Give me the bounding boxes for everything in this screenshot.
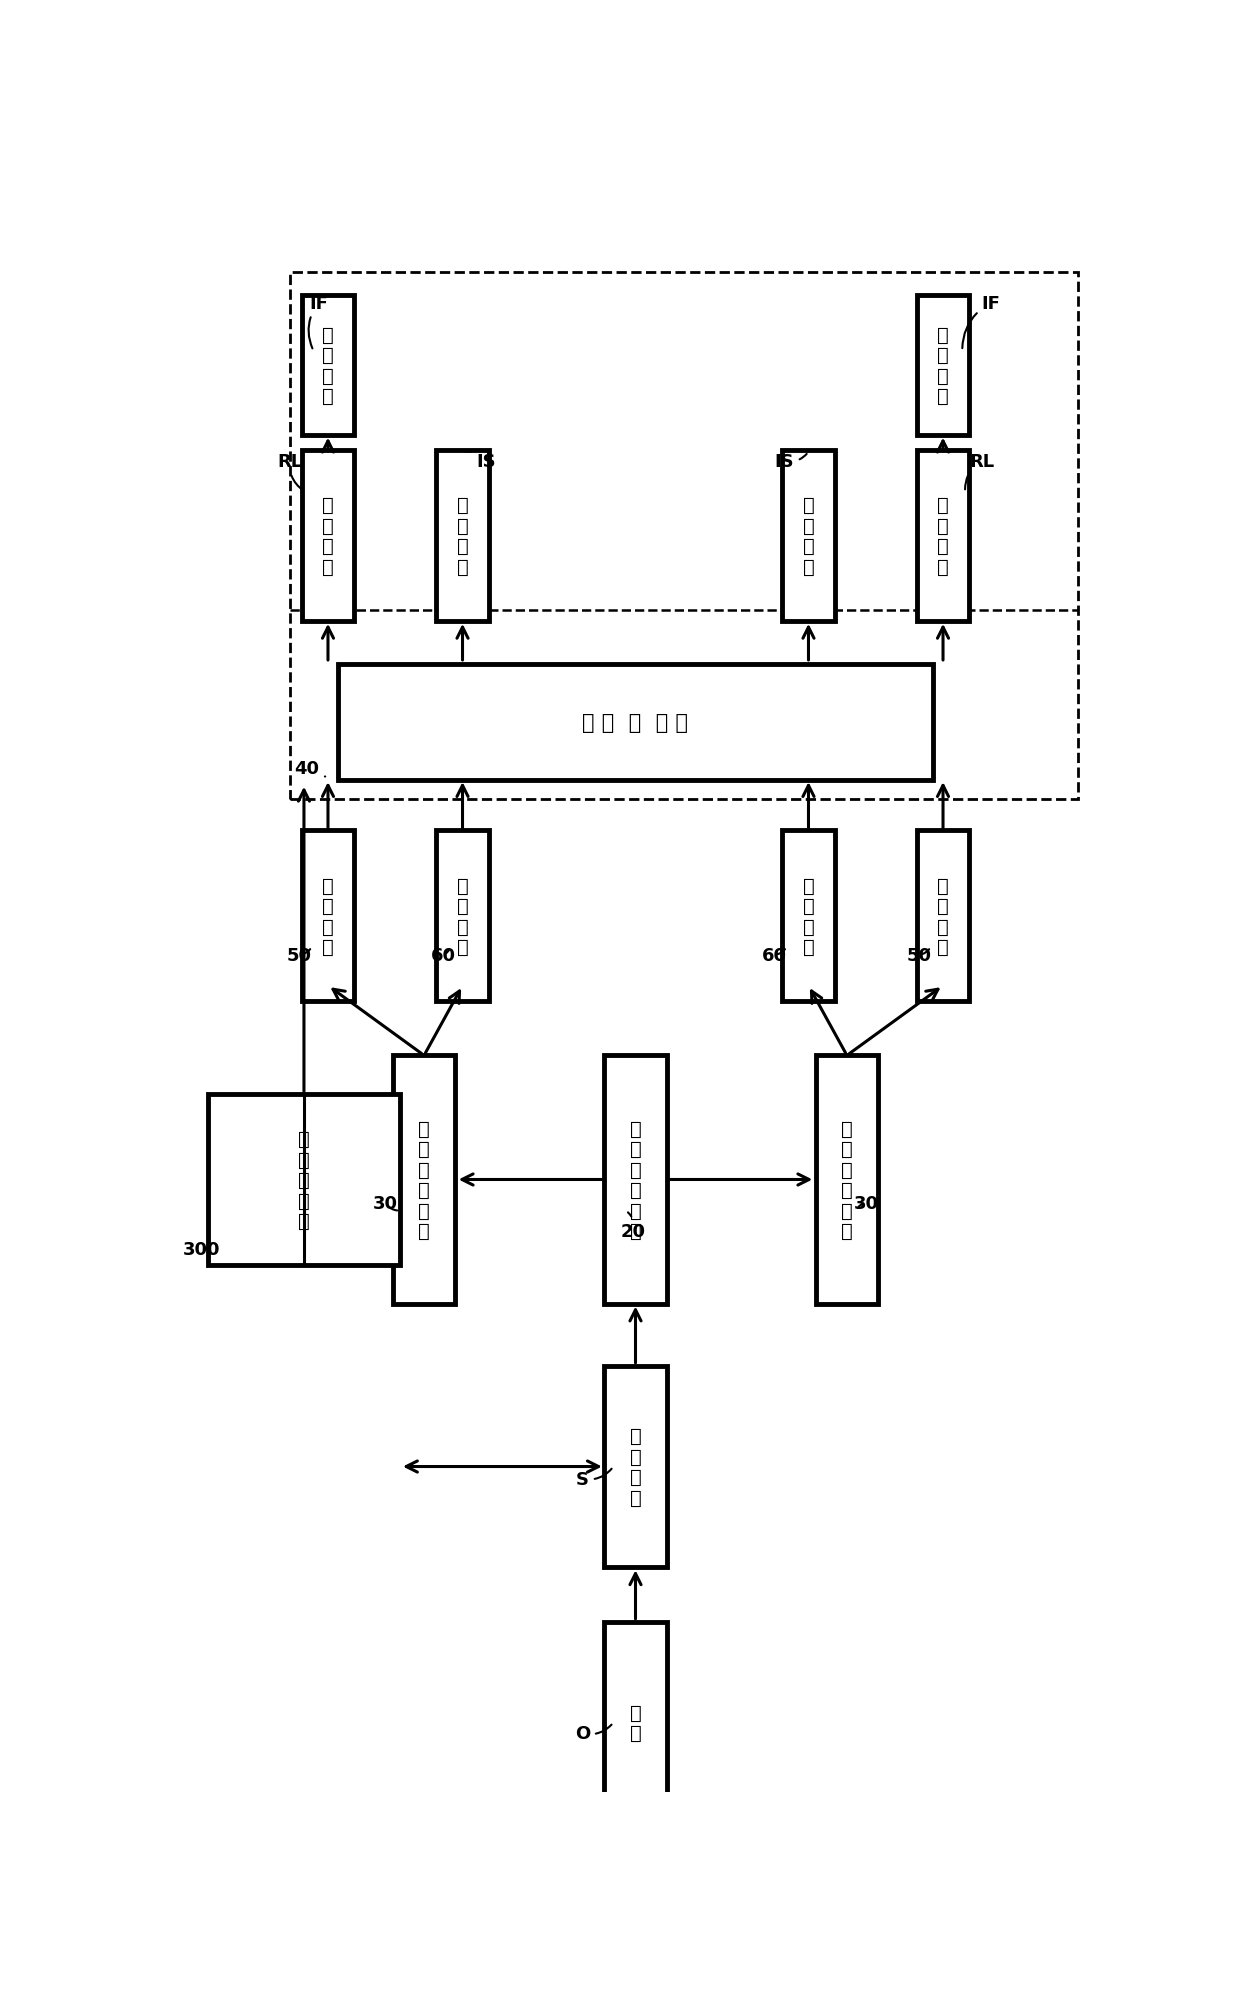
Bar (436, 451, 489, 622)
Text: 分
幅
装
置: 分 幅 装 置 (322, 876, 334, 957)
Text: 中
继
透
镜: 中 继 透 镜 (322, 495, 334, 576)
Bar (604, 1365, 667, 1567)
Text: 30: 30 (853, 1194, 879, 1212)
Text: IS: IS (775, 453, 807, 471)
Text: IF: IF (962, 294, 1001, 348)
Text: 300: 300 (182, 1241, 219, 1259)
Bar (290, 272, 1078, 800)
Bar (604, 1055, 667, 1303)
Bar (393, 1055, 455, 1303)
Text: 分
幅
像
面: 分 幅 像 面 (937, 326, 949, 407)
Text: S: S (577, 1468, 611, 1488)
Text: 50: 50 (286, 947, 311, 965)
Bar (301, 296, 355, 435)
Text: 60: 60 (430, 947, 456, 965)
Text: 分
幅
装
置: 分 幅 装 置 (937, 876, 949, 957)
Bar (337, 665, 934, 781)
Bar (301, 832, 355, 1001)
Text: 中
继
透
镜: 中 继 透 镜 (937, 495, 949, 576)
Text: 扫
描
像
面: 扫 描 像 面 (802, 495, 815, 576)
Text: 转 镜  和  棱 镜: 转 镜 和 棱 镜 (583, 713, 688, 733)
Bar (436, 832, 489, 1001)
Text: 二
次
分
光
装
置: 二 次 分 光 装 置 (841, 1120, 853, 1241)
Text: 快
门
组
合: 快 门 组 合 (630, 1426, 641, 1506)
Bar (816, 1055, 878, 1303)
Bar (604, 1621, 667, 1823)
Text: 分
幅
像
面: 分 幅 像 面 (322, 326, 334, 407)
Text: O: O (575, 1724, 611, 1742)
Text: 扫
描
像
面: 扫 描 像 面 (456, 495, 469, 576)
Bar (916, 451, 970, 622)
Text: RL: RL (965, 453, 994, 489)
Text: 50: 50 (906, 947, 931, 965)
Text: 电
控
制
系
统: 电 控 制 系 统 (298, 1130, 310, 1231)
Bar (208, 1094, 401, 1265)
Bar (782, 832, 835, 1001)
Text: RL: RL (277, 453, 304, 491)
Bar (301, 451, 355, 622)
Text: IF: IF (309, 294, 327, 348)
Text: 扫
描
装
置: 扫 描 装 置 (802, 876, 815, 957)
Bar (782, 451, 835, 622)
Bar (916, 296, 970, 435)
Text: 二
次
分
光
装
置: 二 次 分 光 装 置 (418, 1120, 430, 1241)
Text: 物
镜: 物 镜 (630, 1704, 641, 1742)
Text: 40: 40 (294, 759, 325, 777)
Text: 30: 30 (373, 1194, 398, 1212)
Text: 扫
描
装
置: 扫 描 装 置 (456, 876, 469, 957)
Text: 60: 60 (763, 947, 787, 965)
Text: 20: 20 (621, 1212, 646, 1241)
Bar (916, 832, 970, 1001)
Text: IS: IS (465, 451, 496, 471)
Text: 等
待
分
光
装
置: 等 待 分 光 装 置 (630, 1120, 641, 1241)
